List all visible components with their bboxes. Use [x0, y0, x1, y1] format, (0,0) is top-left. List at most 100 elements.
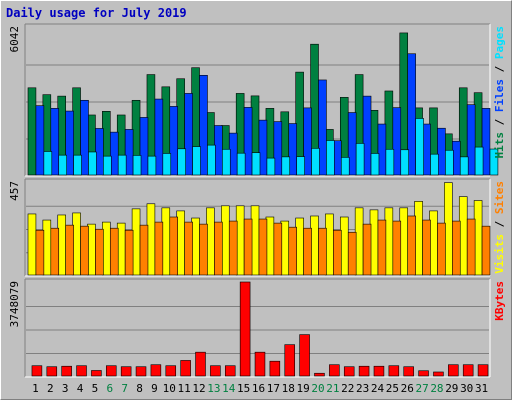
y-max-label-visits-sites: 457	[8, 181, 21, 201]
bar-sites-day-26	[407, 215, 416, 276]
bar-kbytes-day-14	[224, 365, 236, 377]
bar-files-day-16	[258, 119, 268, 176]
x-tick-label-day-21: 21	[326, 382, 339, 395]
bar-kbytes-day-3	[61, 365, 72, 377]
bar-sites-day-19	[303, 227, 312, 276]
bar-sites-day-28	[437, 222, 446, 276]
bar-sites-day-10	[169, 216, 179, 276]
bar-kbytes-day-29	[448, 364, 459, 377]
bar-files-day-12	[199, 75, 208, 176]
bar-files-day-23	[362, 95, 372, 176]
bar-files-day-7	[124, 129, 134, 176]
bar-kbytes-day-17	[269, 360, 281, 377]
bar-sites-day-25	[392, 220, 402, 276]
legend-visits-sites: Visits / Sites	[493, 181, 506, 274]
bar-pages-day-14	[236, 152, 246, 176]
x-tick-label-day-16: 16	[252, 382, 265, 395]
bar-files-day-11	[184, 93, 193, 176]
bar-kbytes-day-8	[135, 366, 147, 377]
x-tick-label-day-1: 1	[32, 382, 39, 395]
bar-pages-day-21	[340, 157, 350, 176]
bar-files-day-6	[109, 131, 119, 176]
bar-sites-day-11	[184, 221, 193, 276]
bar-pages-day-17	[281, 156, 291, 176]
x-tick-label-day-29: 29	[445, 382, 458, 395]
bar-pages-day-20	[326, 140, 335, 176]
bar-files-day-17	[273, 121, 283, 176]
bar-kbytes-day-1	[31, 365, 43, 377]
bar-hits-day-1	[27, 87, 37, 176]
bar-kbytes-day-25	[388, 365, 400, 377]
x-tick-label-day-14: 14	[222, 382, 236, 395]
bar-kbytes-day-28	[433, 371, 444, 377]
bar-pages-day-6	[117, 154, 127, 176]
bar-sites-day-3	[65, 224, 74, 276]
x-tick-label-day-30: 30	[460, 382, 473, 395]
bar-pages-day-19	[311, 148, 320, 176]
y-max-label-hits-files-pages: 6042	[8, 26, 21, 53]
x-tick-label-day-4: 4	[77, 382, 84, 395]
bar-kbytes-day-26	[403, 366, 414, 377]
bar-files-day-2	[50, 108, 60, 176]
bar-kbytes-day-4	[76, 365, 87, 377]
bar-sites-day-5	[95, 228, 104, 276]
bar-files-day-25	[392, 107, 402, 176]
bar-kbytes-day-12	[195, 351, 206, 377]
bar-files-day-30	[466, 104, 476, 176]
x-tick-label-day-28: 28	[430, 382, 443, 395]
bar-files-day-4	[80, 99, 89, 176]
bar-pages-day-25	[400, 149, 409, 176]
bar-files-day-15	[243, 107, 253, 176]
bar-kbytes-day-30	[462, 364, 474, 377]
bar-sites-day-1	[35, 229, 45, 276]
bar-pages-day-18	[296, 156, 305, 176]
bar-sites-day-18	[288, 226, 297, 276]
y-max-label-kbytes: 3748079	[8, 281, 21, 327]
bar-files-day-19	[303, 107, 312, 176]
legend-entry-hits: Hits	[493, 132, 506, 159]
bar-pages-day-3	[73, 154, 82, 176]
x-tick-label-day-23: 23	[356, 382, 369, 395]
bar-visits-day-1	[27, 213, 37, 276]
bar-sites-day-20	[318, 227, 327, 276]
x-tick-label-day-9: 9	[151, 382, 158, 395]
x-tick-label-day-7: 7	[121, 382, 128, 395]
legend-entry-kbytes: KBytes	[493, 281, 506, 321]
bar-pages-day-23	[370, 153, 380, 176]
bar-pages-day-13	[222, 148, 231, 176]
bar-kbytes-day-5	[91, 370, 102, 377]
bar-kbytes-day-24	[373, 365, 385, 377]
bar-pages-day-7	[132, 155, 142, 176]
bar-sites-day-27	[422, 219, 431, 276]
bar-kbytes-day-23	[358, 365, 370, 377]
bar-sites-day-30	[466, 218, 476, 276]
bar-pages-day-5	[103, 155, 112, 176]
bar-kbytes-day-21	[329, 364, 340, 377]
bar-pages-day-29	[459, 156, 469, 176]
bar-files-day-31	[481, 108, 491, 176]
x-tick-label-day-17: 17	[267, 382, 280, 395]
bar-pages-day-16	[266, 157, 276, 176]
x-tick-label-day-15: 15	[237, 382, 250, 395]
bar-pages-day-8	[147, 155, 157, 176]
bar-pages-day-15	[251, 152, 261, 176]
bar-kbytes-day-15	[239, 281, 251, 377]
bar-sites-day-31	[481, 225, 491, 276]
bar-kbytes-day-7	[120, 366, 132, 377]
bar-pages-day-27	[430, 153, 439, 176]
legend-hits-files-pages: Hits / Files / Pages	[493, 26, 506, 159]
x-tick-label-day-18: 18	[282, 382, 295, 395]
bar-sites-day-24	[377, 219, 387, 276]
x-tick-label-day-10: 10	[163, 382, 176, 395]
bar-files-day-10	[169, 106, 179, 176]
bar-files-day-9	[154, 98, 164, 176]
x-tick-label-day-12: 12	[192, 382, 205, 395]
x-tick-label-day-27: 27	[415, 382, 428, 395]
bar-kbytes-day-13	[210, 365, 221, 377]
bar-files-day-26	[407, 53, 416, 176]
x-tick-label-day-19: 19	[296, 382, 309, 395]
bar-sites-day-9	[154, 221, 164, 276]
bar-kbytes-day-31	[477, 364, 489, 377]
bar-kbytes-day-9	[150, 364, 162, 377]
bar-pages-day-24	[385, 148, 395, 176]
